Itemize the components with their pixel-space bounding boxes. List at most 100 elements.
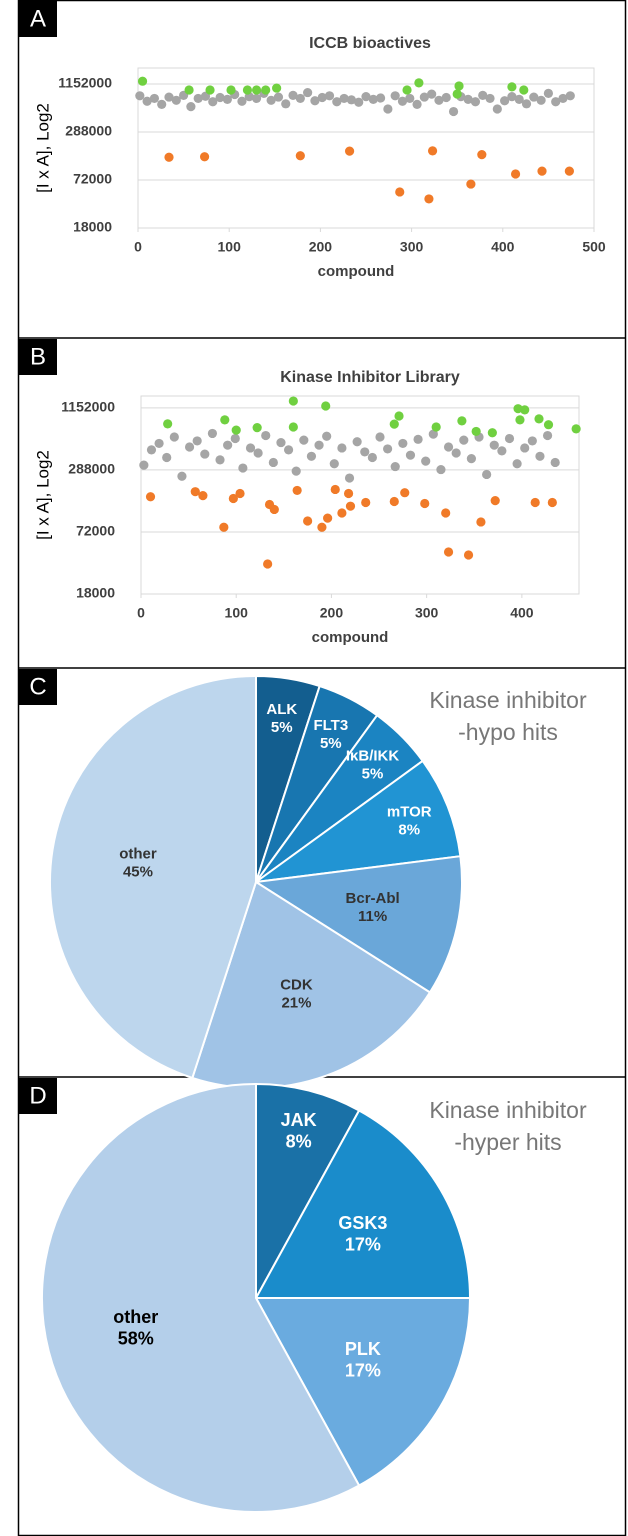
data-point <box>427 146 438 156</box>
pie-slice <box>254 1109 472 1299</box>
data-point <box>190 487 200 497</box>
data-point <box>344 146 355 156</box>
slice-label: ALK <box>266 701 297 718</box>
data-point <box>500 96 510 106</box>
data-point <box>520 405 530 415</box>
x-axis-label: compound <box>318 263 395 280</box>
data-point <box>343 488 354 499</box>
x-tick-label: 100 <box>218 239 242 255</box>
data-point <box>226 85 236 95</box>
data-point <box>303 87 313 98</box>
panel-letter-box <box>19 1078 57 1114</box>
data-point <box>276 437 286 448</box>
data-point <box>375 432 385 442</box>
data-point <box>497 446 507 456</box>
pie-slice <box>253 855 463 994</box>
slice-value-label: 21% <box>281 994 311 1011</box>
chart-title: Kinase inhibitor <box>429 687 587 713</box>
slice-label: CDK <box>280 976 313 993</box>
x-tick-label: 200 <box>309 239 333 255</box>
data-point <box>219 522 229 532</box>
slice-label: GSK3 <box>338 1213 387 1233</box>
slice-value-label: 5% <box>362 765 384 782</box>
data-point <box>390 91 400 101</box>
data-point <box>317 92 327 103</box>
slice-label: JAK <box>281 1110 317 1130</box>
slice-value-label: 8% <box>398 821 420 838</box>
data-point <box>281 99 291 109</box>
data-point <box>383 104 393 114</box>
data-point <box>489 440 499 450</box>
data-point <box>310 96 320 106</box>
panel-letter-box <box>19 669 57 705</box>
data-point <box>163 419 173 429</box>
data-point <box>245 443 256 453</box>
data-point <box>339 93 349 104</box>
data-point <box>419 92 429 102</box>
panel-letter: C <box>29 673 46 700</box>
data-point <box>220 415 230 425</box>
data-point <box>272 83 282 93</box>
data-point <box>149 93 160 104</box>
x-tick-label: 400 <box>510 605 534 621</box>
data-point <box>421 456 431 466</box>
pie-slice <box>41 1082 361 1513</box>
slice-label: Bcr-Abl <box>346 890 400 907</box>
slice-value-label: 58% <box>118 1328 154 1348</box>
data-point <box>470 97 481 107</box>
data-point <box>436 464 446 475</box>
data-point <box>295 151 305 161</box>
data-point <box>424 194 434 204</box>
data-point <box>482 469 492 480</box>
data-point <box>515 415 525 425</box>
pie-slice <box>255 759 462 883</box>
panel-letter: B <box>30 343 46 370</box>
data-point <box>389 496 399 507</box>
data-point <box>291 466 301 476</box>
y-tick-label: 18000 <box>73 219 112 235</box>
data-point <box>487 428 497 438</box>
data-point <box>135 91 145 101</box>
data-point <box>558 93 568 104</box>
data-point <box>322 431 332 441</box>
data-point <box>428 429 438 439</box>
y-axis-label: [I x A], Log2 <box>33 450 52 540</box>
data-point <box>292 485 302 496</box>
x-tick-label: 400 <box>491 239 515 255</box>
data-point <box>314 440 324 450</box>
data-point <box>534 414 544 424</box>
data-point <box>478 90 488 100</box>
data-point <box>261 430 271 441</box>
slice-label: IκB/IKK <box>346 747 400 764</box>
x-tick-label: 500 <box>582 239 606 255</box>
data-point <box>510 169 521 179</box>
data-point <box>413 434 423 444</box>
data-point <box>519 85 529 95</box>
data-point <box>251 93 262 104</box>
data-point <box>564 166 574 176</box>
data-point <box>145 492 156 502</box>
pie-slice <box>254 1297 472 1487</box>
data-point <box>414 78 424 88</box>
data-point <box>405 93 415 104</box>
data-point <box>324 91 335 101</box>
data-point <box>361 92 371 102</box>
data-point <box>394 411 404 421</box>
data-point <box>228 493 238 504</box>
data-point <box>463 550 474 560</box>
data-point <box>395 187 405 197</box>
data-point <box>537 166 547 176</box>
panel-letter: D <box>29 1082 46 1109</box>
panel-letter-box <box>19 1 57 37</box>
data-point <box>529 92 539 102</box>
data-point <box>330 484 340 495</box>
chart-title: -hyper hits <box>454 1129 561 1155</box>
data-point <box>360 447 370 457</box>
slice-value-label: 5% <box>320 735 342 752</box>
data-point <box>235 488 245 499</box>
data-point <box>520 443 530 453</box>
data-point <box>273 92 284 102</box>
data-point <box>215 455 225 465</box>
